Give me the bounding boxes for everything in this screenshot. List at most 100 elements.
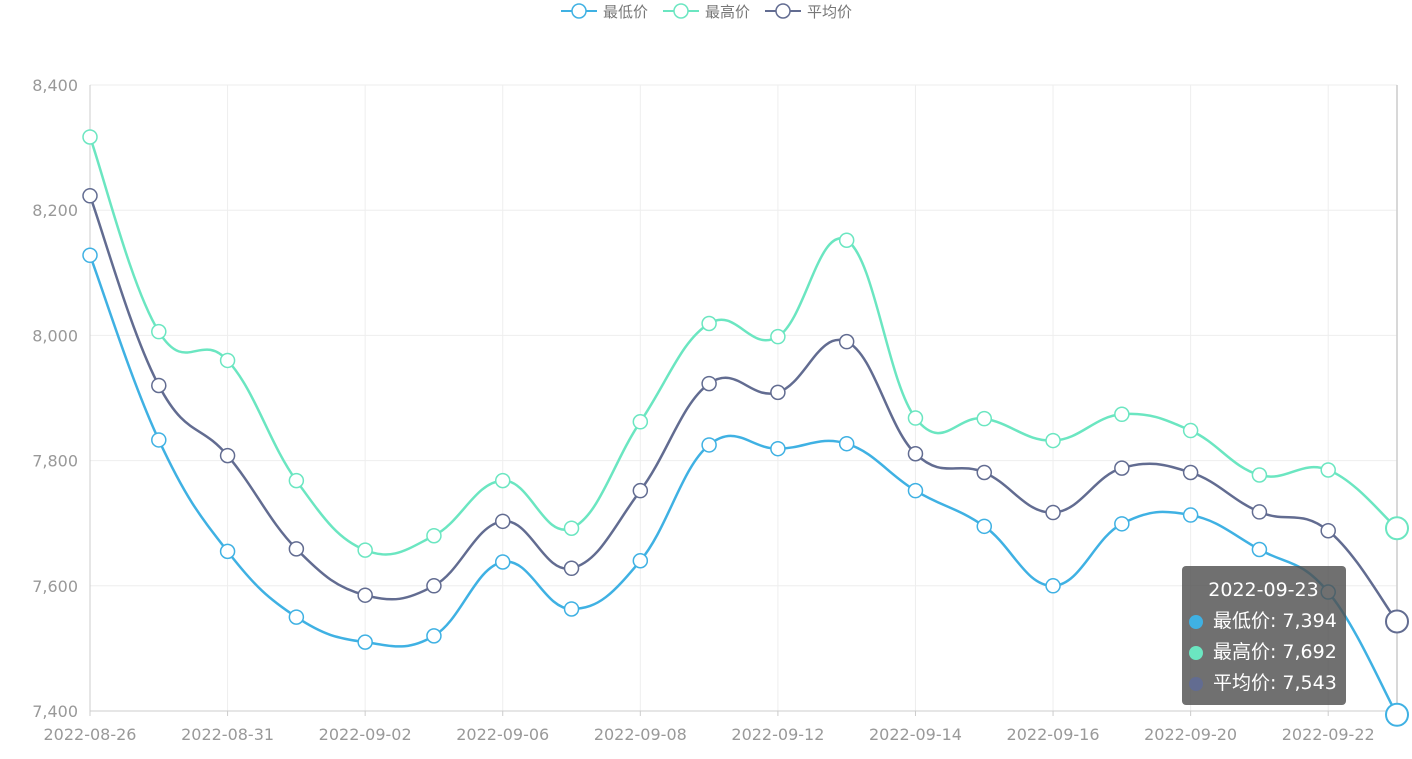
data-point-avg[interactable]	[907, 445, 924, 462]
data-point-min[interactable]	[1114, 516, 1130, 532]
data-point-max[interactable]	[1385, 516, 1409, 541]
chart-legend: 最低价 最高价 平均价	[0, 0, 1412, 22]
legend-line-circle-icon	[765, 3, 801, 19]
data-point-avg[interactable]	[82, 188, 98, 204]
data-point-max[interactable]	[219, 352, 236, 369]
tooltip-title: 2022-09-23	[1208, 579, 1319, 601]
data-point-max[interactable]	[426, 527, 442, 544]
x-tick-label: 2022-09-22	[1282, 725, 1375, 744]
x-tick-label: 2022-09-12	[731, 725, 824, 744]
data-point-max[interactable]	[1045, 432, 1061, 449]
data-point-avg[interactable]	[1385, 609, 1409, 634]
y-tick-label: 7,600	[32, 577, 78, 596]
legend-line-circle-icon	[662, 3, 699, 19]
data-point-avg[interactable]	[494, 513, 511, 530]
data-point-min[interactable]	[632, 553, 649, 569]
x-tick-label: 2022-09-20	[1144, 725, 1237, 744]
legend-line-circle-icon	[560, 3, 597, 19]
data-point-avg[interactable]	[219, 447, 236, 464]
x-tick-label: 2022-09-06	[456, 725, 549, 744]
x-tick-label: 2022-09-08	[594, 725, 687, 744]
data-point-min[interactable]	[1182, 507, 1199, 523]
tooltip-label-max: 最高价	[1213, 641, 1271, 663]
chart-tooltip: 2022-09-23 最低价: 7,394 最高价: 7,692 平均价: 7,…	[1182, 566, 1346, 705]
tooltip-dot-max	[1189, 645, 1203, 660]
x-tick-label: 2022-08-31	[181, 725, 274, 744]
data-point-avg[interactable]	[838, 333, 855, 350]
y-tick-label: 8,400	[32, 76, 78, 95]
data-point-avg[interactable]	[632, 482, 649, 499]
data-point-max[interactable]	[1182, 422, 1199, 439]
tooltip-dot-avg	[1189, 676, 1203, 691]
data-point-avg[interactable]	[770, 384, 786, 401]
tooltip-label-avg: 平均价	[1213, 672, 1271, 694]
data-point-avg[interactable]	[701, 375, 717, 392]
data-point-max[interactable]	[838, 232, 855, 248]
data-point-max[interactable]	[701, 315, 717, 332]
legend-item-max[interactable]: 最高价	[662, 0, 750, 22]
data-point-avg[interactable]	[1320, 522, 1336, 539]
tooltip-row-avg: 平均价: 7,543	[1189, 668, 1338, 699]
y-tick-label: 8,200	[32, 201, 78, 220]
data-point-min[interactable]	[838, 435, 855, 452]
data-point-max[interactable]	[976, 410, 993, 427]
data-point-min[interactable]	[494, 554, 511, 570]
data-point-max[interactable]	[1251, 467, 1268, 483]
data-point-min[interactable]	[357, 634, 373, 650]
tooltip-row-min: 最低价: 7,394	[1189, 606, 1338, 637]
data-point-max[interactable]	[770, 328, 786, 345]
y-tick-label: 8,000	[32, 326, 78, 345]
data-point-avg[interactable]	[1251, 504, 1268, 520]
data-point-min[interactable]	[1385, 702, 1409, 727]
legend-label-max: 最高价	[704, 2, 750, 21]
tooltip-value-max: 7,692	[1282, 641, 1337, 663]
data-point-avg[interactable]	[1045, 504, 1061, 521]
data-point-min[interactable]	[151, 432, 167, 448]
data-point-min[interactable]	[1251, 541, 1268, 558]
x-tick-label: 2022-09-16	[1007, 725, 1100, 744]
x-tick-label: 2022-09-02	[319, 725, 412, 744]
tooltip-value-avg: 7,543	[1282, 672, 1337, 694]
data-point-min[interactable]	[907, 482, 924, 499]
series-line-max	[88, 136, 1398, 556]
data-point-min[interactable]	[770, 440, 786, 457]
data-point-min[interactable]	[219, 543, 236, 560]
data-point-min[interactable]	[563, 601, 580, 617]
data-point-max[interactable]	[1114, 406, 1130, 423]
data-point-min[interactable]	[701, 437, 717, 453]
tooltip-row-max: 最高价: 7,692	[1189, 637, 1338, 668]
y-tick-label: 7,800	[32, 452, 78, 471]
data-point-avg[interactable]	[563, 560, 580, 577]
data-point-max[interactable]	[563, 520, 580, 536]
data-point-max[interactable]	[82, 129, 98, 145]
legend-label-min: 最低价	[602, 2, 648, 21]
legend-label-avg: 平均价	[807, 2, 853, 21]
series-line-avg	[88, 195, 1398, 623]
data-point-avg[interactable]	[976, 464, 993, 481]
data-point-max[interactable]	[632, 414, 649, 430]
data-point-min[interactable]	[426, 628, 442, 644]
data-point-max[interactable]	[907, 410, 924, 426]
legend-item-avg[interactable]: 平均价	[764, 0, 852, 22]
data-point-avg[interactable]	[357, 587, 373, 603]
data-point-avg[interactable]	[426, 578, 442, 594]
data-point-max[interactable]	[1320, 462, 1336, 478]
data-point-min[interactable]	[288, 609, 305, 625]
data-point-max[interactable]	[494, 472, 511, 489]
data-point-min[interactable]	[1045, 578, 1061, 594]
legend-item-min[interactable]: 最低价	[560, 0, 648, 22]
tooltip-dot-min	[1189, 614, 1203, 629]
data-point-avg[interactable]	[1114, 460, 1130, 476]
tooltip-value-min: 7,394	[1282, 610, 1337, 632]
data-point-avg[interactable]	[1182, 464, 1199, 481]
data-point-max[interactable]	[151, 323, 167, 340]
data-point-min[interactable]	[82, 247, 98, 264]
data-point-min[interactable]	[976, 518, 993, 535]
tooltip-label-min: 最低价	[1213, 610, 1271, 632]
data-point-max[interactable]	[357, 542, 373, 558]
data-point-max[interactable]	[288, 472, 305, 489]
data-point-avg[interactable]	[151, 377, 167, 394]
data-point-avg[interactable]	[288, 541, 305, 557]
x-tick-label: 2022-08-26	[44, 725, 137, 744]
